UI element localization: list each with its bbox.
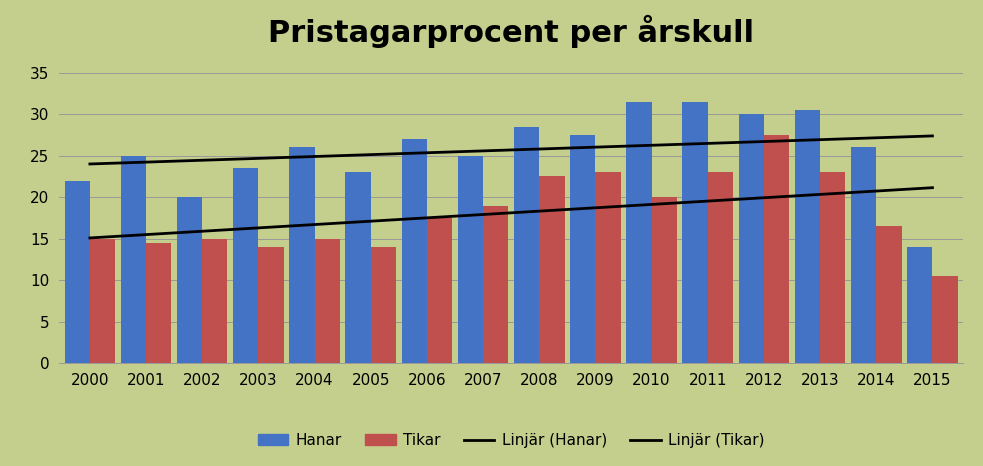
Bar [427,218,452,363]
Bar [876,226,901,363]
Bar [483,206,508,363]
Bar [652,197,677,363]
Bar [458,156,483,363]
Bar [596,172,620,363]
Bar [89,239,115,363]
Bar [626,102,652,363]
Bar [933,276,957,363]
Bar [514,127,540,363]
Bar [233,168,259,363]
Bar [177,197,202,363]
Legend: Hanar, Tikar, Linjär (Hanar), Linjär (Tikar): Hanar, Tikar, Linjär (Hanar), Linjär (Ti… [252,427,771,454]
Bar [202,239,227,363]
Bar [795,110,820,363]
Bar [345,172,371,363]
Bar [708,172,733,363]
Bar [738,114,764,363]
Bar [764,135,789,363]
Bar [820,172,845,363]
Title: Pristagarprocent per årskull: Pristagarprocent per årskull [268,15,754,48]
Bar [540,177,564,363]
Bar [851,147,876,363]
Bar [289,147,315,363]
Bar [682,102,708,363]
Bar [65,181,89,363]
Bar [402,139,427,363]
Bar [146,243,171,363]
Bar [259,247,284,363]
Bar [907,247,933,363]
Bar [371,247,396,363]
Bar [121,156,146,363]
Bar [570,135,596,363]
Bar [315,239,340,363]
